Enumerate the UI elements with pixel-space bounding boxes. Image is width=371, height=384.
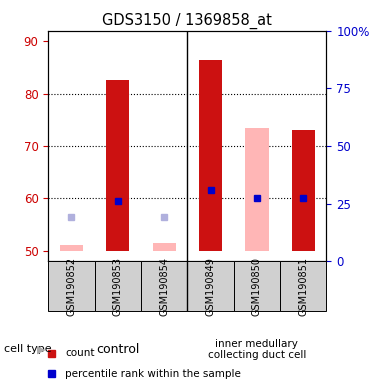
Bar (60, 245, 83, 251)
Text: inner medullary
collecting duct cell: inner medullary collecting duct cell (208, 339, 306, 360)
Bar (245, 127, 269, 251)
Bar (187, 261, 234, 311)
Bar (48, 261, 95, 311)
Bar (141, 261, 187, 311)
Bar (95, 261, 141, 311)
Text: GSM190850: GSM190850 (252, 257, 262, 316)
Text: GSM190849: GSM190849 (206, 257, 216, 316)
Title: GDS3150 / 1369858_at: GDS3150 / 1369858_at (102, 13, 272, 29)
Bar (152, 243, 176, 251)
Bar (280, 261, 326, 311)
Text: control: control (96, 343, 139, 356)
Text: GSM190851: GSM190851 (298, 257, 308, 316)
Text: GSM190852: GSM190852 (66, 257, 76, 316)
Text: percentile rank within the sample: percentile rank within the sample (65, 369, 241, 379)
Bar (292, 130, 315, 251)
Bar (199, 60, 222, 251)
Text: ▶: ▶ (37, 344, 46, 354)
Bar (106, 81, 129, 251)
Text: GSM190854: GSM190854 (159, 257, 169, 316)
Text: cell type: cell type (4, 344, 51, 354)
Text: GSM190853: GSM190853 (113, 257, 123, 316)
Bar (234, 261, 280, 311)
Text: count: count (65, 348, 95, 358)
